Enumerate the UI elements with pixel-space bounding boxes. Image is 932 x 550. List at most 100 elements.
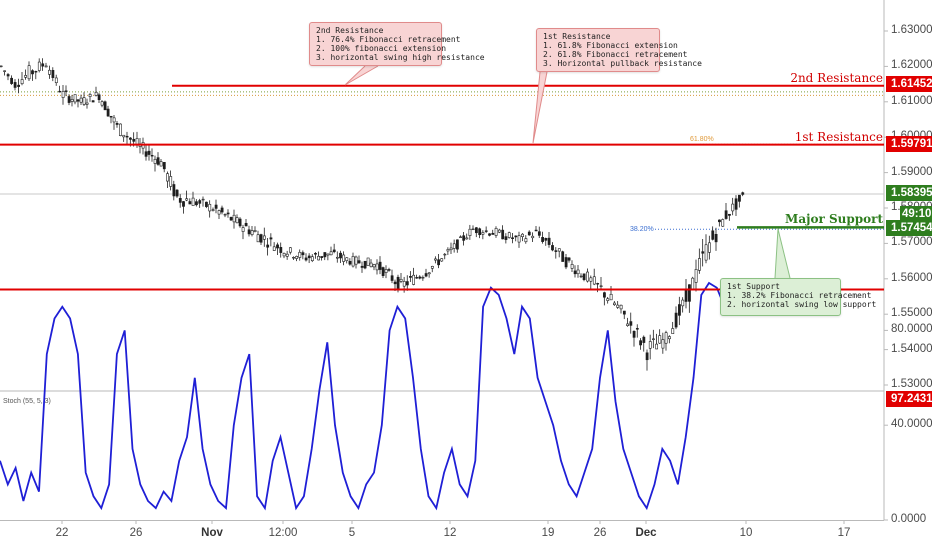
fib-61-8-label: 61.80%: [690, 136, 714, 143]
candle-body: [64, 90, 68, 92]
time-tick-label: 17: [837, 527, 851, 539]
candle-body: [521, 233, 524, 237]
r2-callout-pointer: [344, 65, 379, 86]
candle-body: [708, 242, 711, 253]
candle-body: [348, 260, 352, 265]
candle-body: [668, 336, 671, 340]
candle-body: [399, 278, 403, 282]
candle-body: [688, 284, 691, 302]
candle-body: [674, 312, 678, 328]
candle-body: [645, 352, 649, 361]
candle-body: [226, 212, 230, 215]
candle-body: [396, 276, 400, 291]
r1-callout-pointer: [532, 71, 548, 144]
price-tick-label: 1.63000: [891, 24, 932, 36]
candle-body: [412, 274, 416, 285]
candle-body: [37, 61, 41, 71]
candle-body: [329, 251, 333, 256]
time-tick-label: Dec: [635, 527, 657, 539]
candle-body: [88, 94, 92, 97]
candle-body: [691, 277, 695, 290]
candle-body: [384, 269, 388, 273]
candle-body: [501, 229, 505, 240]
candle-body: [229, 216, 233, 221]
candle-body: [276, 244, 279, 249]
candle-body: [34, 71, 38, 73]
candle-body: [360, 265, 364, 268]
candle-body: [524, 238, 528, 243]
1st-resistance-label: 1st Resistance: [794, 130, 883, 144]
candle-body: [323, 252, 327, 258]
candle-body: [304, 257, 308, 261]
candle-body: [635, 328, 639, 330]
candle-body: [223, 213, 227, 216]
annotation-line: 1st Support: [727, 282, 780, 291]
candle-body: [511, 237, 514, 239]
candle-body: [474, 227, 478, 234]
candle-body: [658, 335, 662, 344]
annotation-line: 1st Resistance: [543, 32, 611, 41]
annotation-2nd-resistance: 2nd Resistance 1. 76.4% Fibonacci retrace…: [309, 22, 485, 66]
candle-body: [250, 230, 254, 235]
candle-body: [544, 238, 548, 241]
annotation-line: 2nd Resistance: [316, 26, 384, 35]
s1-callout-pointer: [774, 228, 791, 279]
candle-body: [452, 243, 456, 249]
candlestick-series: [0, 58, 745, 371]
candle-body: [295, 256, 299, 259]
candle-body: [41, 63, 45, 67]
time-tick-label: 26: [129, 527, 143, 539]
stoch-level-badge: 97.2431: [886, 391, 932, 407]
candle-body: [440, 258, 444, 262]
candle-body: [185, 198, 189, 201]
candle-body: [393, 281, 397, 285]
candle-body: [557, 248, 561, 252]
candle-body: [564, 257, 568, 268]
candle-body: [244, 222, 248, 227]
candle-body: [339, 252, 342, 259]
candle-body: [375, 263, 379, 271]
candle-body: [648, 341, 652, 349]
candle-body: [613, 302, 616, 306]
candle-body: [592, 276, 596, 285]
candle-body: [70, 99, 74, 102]
candle-body: [664, 332, 668, 344]
candle-body: [31, 70, 34, 75]
candle-body: [91, 100, 95, 103]
candle-body: [357, 260, 361, 264]
candle-body: [724, 210, 728, 219]
candle-body: [567, 257, 571, 261]
candle-body: [97, 94, 101, 101]
annotation-line: 3. Horizontal pullback resistance: [543, 59, 702, 68]
candle-body: [586, 271, 589, 282]
candle-body: [314, 253, 317, 255]
candle-body: [421, 277, 425, 279]
candle-body: [129, 137, 132, 140]
candle-body: [162, 162, 166, 170]
candle-body: [570, 264, 574, 269]
candle-body: [301, 252, 305, 256]
candle-body: [471, 228, 475, 231]
candle-body: [3, 70, 7, 72]
candle-body: [51, 70, 55, 78]
candle-body: [609, 293, 613, 301]
candle-body: [652, 338, 655, 340]
candle-body: [541, 237, 545, 242]
candle-body: [427, 272, 431, 275]
candle-body: [208, 203, 212, 212]
last-price-badge: 1.58395: [886, 185, 932, 201]
candle-body: [455, 239, 459, 250]
candle-body: [554, 250, 558, 252]
candle-body: [547, 237, 551, 245]
candle-body: [147, 150, 151, 155]
candle-body: [6, 74, 10, 77]
annotation-line: 2. 61.8% Fibonacci retracement: [543, 50, 688, 59]
candle-body: [125, 135, 129, 138]
candle-body: [582, 273, 586, 280]
candle-body: [701, 251, 705, 254]
candle-body: [48, 69, 51, 75]
candle-body: [256, 234, 260, 243]
candle-body: [402, 281, 406, 287]
candle-body: [58, 90, 62, 93]
candle-body: [424, 273, 428, 277]
